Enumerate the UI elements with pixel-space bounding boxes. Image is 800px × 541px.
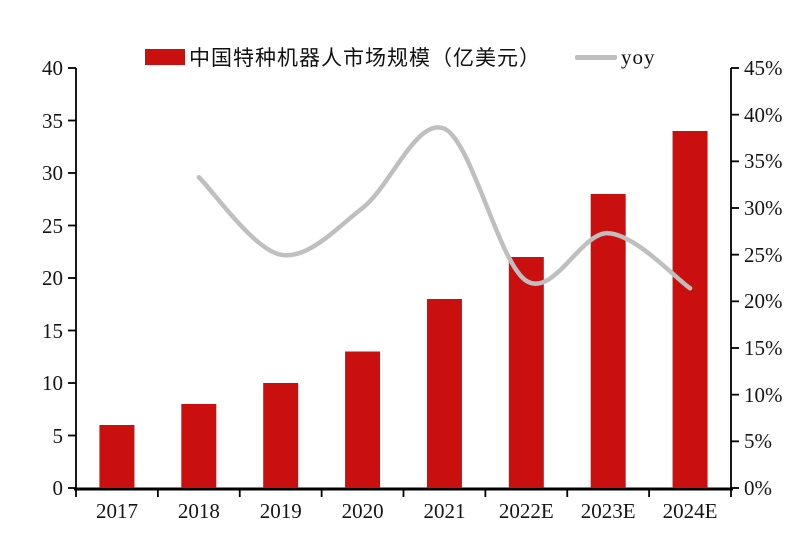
bar-2022E <box>508 257 544 488</box>
bar-series-label: 中国特种机器人市场规模（亿美元） <box>189 46 541 70</box>
left-axis-tick-label: 15 <box>42 318 63 343</box>
x-axis-category-label: 2019 <box>259 499 302 523</box>
bar-2019 <box>263 383 299 488</box>
bar-2024E <box>672 131 708 488</box>
x-axis-category-label: 2022E <box>498 499 554 523</box>
left-axis-tick-label: 0 <box>52 476 64 500</box>
right-axis-tick-label: 15% <box>744 336 783 360</box>
left-axis-tick-label: 10 <box>42 371 63 395</box>
right-axis-tick-label: 30% <box>744 196 783 220</box>
bar-series-swatch-icon <box>145 49 185 65</box>
left-axis-tick-label: 35 <box>42 108 63 133</box>
left-axis-tick-label: 25 <box>42 213 63 238</box>
left-axis-tick-label: 40 <box>42 56 63 80</box>
x-axis-category-label: 2021 <box>423 499 466 523</box>
left-axis-tick-label: 20 <box>42 266 63 290</box>
yoy-line <box>196 125 693 291</box>
bar-2020 <box>345 351 381 488</box>
right-axis-tick-label: 25% <box>744 242 783 267</box>
right-axis-tick-label: 40% <box>744 102 783 127</box>
bar-2018 <box>181 404 217 488</box>
right-axis-tick-label: 20% <box>744 289 783 314</box>
left-axis-tick-label: 30 <box>42 161 63 185</box>
x-axis-category-label: 2018 <box>177 499 220 523</box>
right-axis-tick-label: 5% <box>744 429 772 454</box>
line-series-swatch-icon <box>575 54 617 60</box>
x-axis-category-label: 2023E <box>580 499 636 523</box>
legend-item-yoy: yoy <box>575 45 656 70</box>
bar-2017 <box>99 425 135 488</box>
bar-2023E <box>590 194 626 488</box>
x-axis-category-label: 2024E <box>662 499 718 523</box>
legend-item-market-size: 中国特种机器人市场规模（亿美元） <box>145 42 541 72</box>
left-axis-tick-label: 5 <box>52 423 64 448</box>
chart-legend: 中国特种机器人市场规模（亿美元） yoy <box>145 42 656 72</box>
bar-2021 <box>426 299 462 488</box>
right-axis-tick-label: 10% <box>744 382 783 407</box>
right-axis-tick-label: 45% <box>744 56 783 80</box>
right-axis-tick-label: 35% <box>744 149 783 174</box>
right-axis-tick-label: 0% <box>744 476 772 500</box>
x-axis-category-label: 2017 <box>95 499 138 523</box>
x-axis-category-label: 2020 <box>341 499 384 523</box>
line-series-label: yoy <box>621 44 656 69</box>
